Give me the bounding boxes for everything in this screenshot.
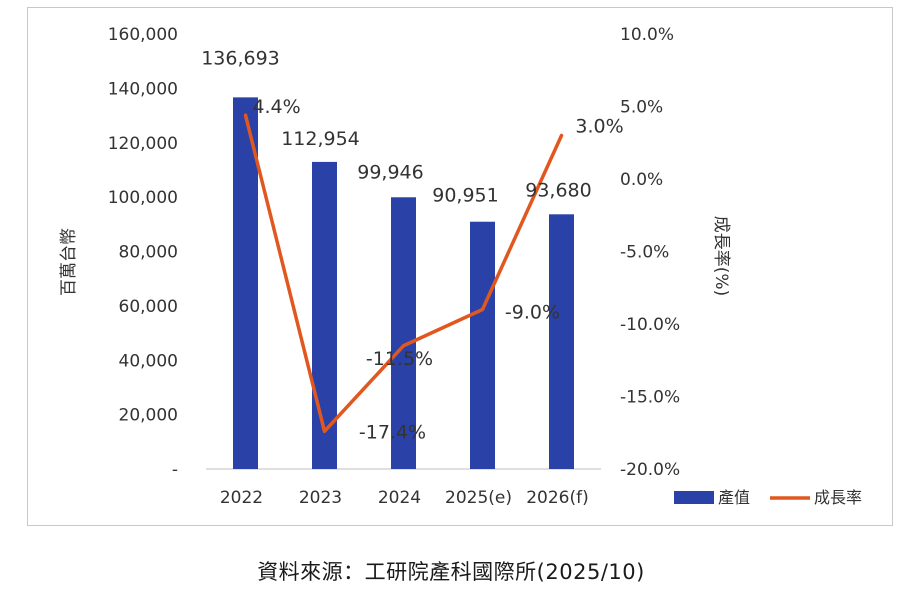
left-axis-tick-label: 40,000 [119, 351, 178, 371]
right-axis-tick-label: 5.0% [620, 98, 663, 118]
bar-value-label: 93,680 [525, 179, 591, 201]
legend-line-label: 成長率 [814, 488, 862, 507]
combo-chart: - 20,000 40,000 60,000 80,000 100,000 120,000 1… [59, 25, 862, 508]
bar-2023 [312, 161, 337, 469]
right-axis-tick-label: -20.0% [620, 460, 680, 480]
left-axis-tick-label: 80,000 [119, 243, 178, 263]
right-axis-tick-label: -10.0% [620, 315, 680, 335]
left-axis-tick-label: 20,000 [119, 406, 178, 426]
right-axis-tick-label: -15.0% [620, 388, 680, 408]
line-value-label: -9.0% [505, 302, 560, 324]
left-axis-title: 百萬台幣 [59, 228, 79, 296]
x-axis-category-label: 2024 [378, 488, 421, 508]
bar-2026(f) [549, 214, 574, 469]
left-axis-tick-label: 140,000 [108, 79, 178, 99]
bar-value-label: 99,946 [357, 161, 423, 183]
right-axis-tick-label: -5.0% [620, 243, 669, 263]
left-axis-tick-label: - [172, 460, 178, 480]
line-value-label: 3.0% [575, 116, 623, 138]
legend: 產值 成長率 [674, 488, 862, 507]
legend-bar-label: 產值 [718, 488, 750, 507]
right-axis-tick-label: 0.0% [620, 170, 663, 190]
right-axis-title: 成長率(%) [711, 216, 731, 296]
line-value-label: -17.4% [359, 421, 426, 443]
bar-2024 [391, 197, 416, 469]
source-caption: 資料來源：工研院產科國際所(2025/10) [257, 560, 645, 584]
bar-2022 [233, 97, 258, 469]
chart-frame: - 20,000 40,000 60,000 80,000 100,000 120,000 1… [27, 7, 893, 526]
x-axis-category-label: 2023 [299, 488, 342, 508]
line-value-label: -11.5% [366, 348, 433, 370]
line-value-label: 4.4% [252, 96, 300, 118]
left-axis-tick-label: 60,000 [119, 297, 178, 317]
x-axis-category-label: 2026(f) [526, 488, 589, 508]
left-axis-tick-label: 120,000 [108, 134, 178, 154]
bar-value-label: 136,693 [201, 47, 280, 69]
legend-bar-swatch [674, 491, 714, 504]
bar-value-label: 90,951 [432, 185, 498, 207]
x-axis-category-label: 2025(e) [445, 488, 512, 508]
right-axis-tick-label: 10.0% [620, 25, 674, 45]
left-axis-tick-label: 100,000 [108, 188, 178, 208]
left-axis-tick-label: 160,000 [108, 25, 178, 45]
x-axis-category-label: 2022 [220, 488, 263, 508]
bar-2025(e) [470, 221, 495, 469]
bar-value-label: 112,954 [281, 128, 360, 150]
